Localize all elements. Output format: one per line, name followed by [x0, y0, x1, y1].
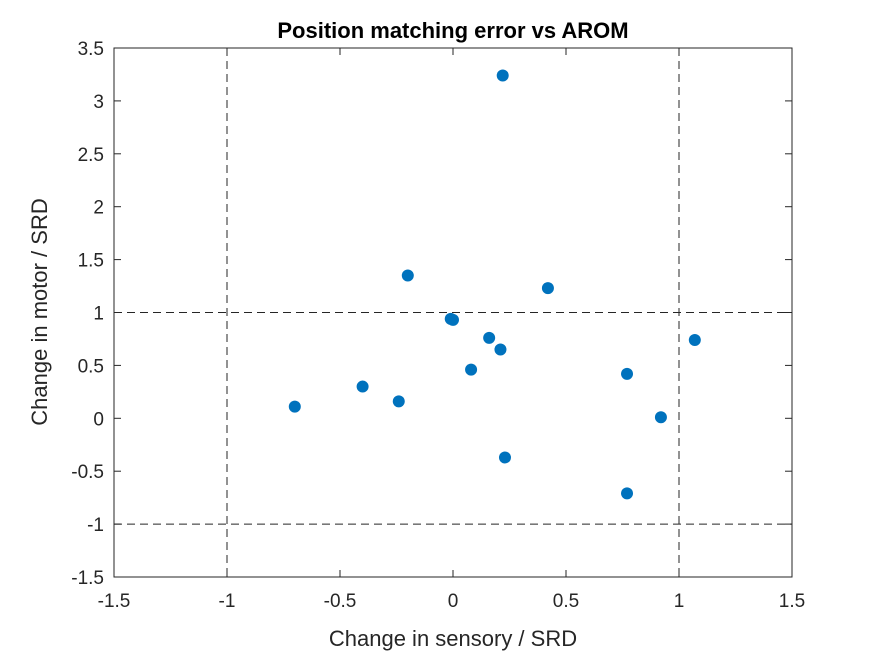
- x-tick-label: 0: [448, 591, 459, 612]
- scatter-point: [494, 343, 507, 356]
- x-tick-label: -1.5: [98, 591, 131, 612]
- scatter-point: [498, 451, 511, 464]
- scatter-point: [465, 363, 478, 376]
- y-tick-label: -0.5: [71, 462, 104, 483]
- y-tick-label: 2: [93, 198, 104, 219]
- scatter-point: [401, 269, 414, 282]
- y-tick-label: 3.5: [78, 39, 104, 60]
- y-tick-label: -1.5: [71, 568, 104, 589]
- y-tick-label: 0.5: [78, 356, 104, 377]
- y-tick-label: 0: [93, 409, 104, 430]
- y-tick-label: 1.5: [78, 251, 104, 272]
- scatter-point: [654, 411, 667, 424]
- y-tick-label: 1: [93, 304, 104, 325]
- scatter-point: [356, 380, 369, 393]
- tick-labels: -1.5 -1 -0.5 0 0.5 1 1.5 -1.5 -1 -0.5 0 0.5 1 1.5 2 2.5…: [71, 39, 805, 612]
- chart-title: Position matching error vs AROM: [277, 18, 628, 43]
- scatter-point: [496, 69, 509, 82]
- y-axis-label: Change in motor / SRD: [27, 198, 52, 425]
- x-tick-label: 1.5: [779, 591, 805, 612]
- x-tick-label: 1: [674, 591, 685, 612]
- x-axis-label: Change in sensory / SRD: [329, 626, 577, 651]
- x-tick-label: -0.5: [324, 591, 357, 612]
- scatter-point: [483, 331, 496, 344]
- y-tick-label: 3: [93, 92, 104, 113]
- y-tick-label: -1: [87, 515, 104, 536]
- scatter-point: [541, 282, 554, 295]
- reference-lines: [114, 48, 792, 577]
- scatter-point: [447, 313, 459, 326]
- scatter-point: [688, 334, 701, 347]
- x-tick-label: 0.5: [553, 591, 579, 612]
- scatter-point: [288, 400, 301, 413]
- scatter-point: [621, 487, 634, 500]
- scatter-point: [621, 367, 634, 380]
- plot-area-frame: [113, 47, 793, 578]
- y-tick-label: 2.5: [78, 145, 104, 166]
- data-points: [288, 69, 701, 500]
- x-tick-label: -1: [219, 591, 236, 612]
- scatter-point: [392, 395, 405, 408]
